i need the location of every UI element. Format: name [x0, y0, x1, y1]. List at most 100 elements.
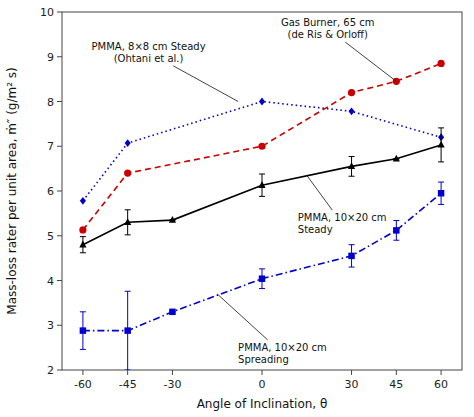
y-tick: [57, 146, 62, 147]
series: [80, 182, 445, 370]
annotation-connector: [217, 294, 267, 340]
error-bar-cap: [349, 176, 355, 177]
annotation-connector: [345, 42, 396, 81]
error-bar: [125, 291, 131, 370]
error-bar-cap: [80, 349, 86, 350]
annotation: PMMA, 8×8 cm Steady(Ohtani et al.): [92, 41, 206, 64]
x-tick: [441, 370, 442, 375]
point: [259, 98, 265, 106]
error-bar-cap: [259, 196, 265, 197]
point: [124, 327, 130, 333]
y-tick: [57, 12, 62, 13]
x-tick: [262, 370, 263, 375]
point: [79, 241, 86, 248]
y-tick: [57, 235, 62, 236]
series: [80, 98, 444, 205]
error-bar-cap: [438, 182, 444, 183]
y-axis-label: Mass-loss rater per unit area, ṁ″ (g/m² …: [5, 67, 19, 314]
series-line: [83, 102, 441, 201]
error-bar: [393, 221, 399, 241]
point: [169, 216, 176, 223]
point: [393, 227, 399, 233]
point: [79, 226, 86, 233]
annotation-line: (de Ris & Orloff): [287, 29, 367, 40]
point: [393, 155, 400, 162]
series-line: [83, 193, 441, 330]
x-tick-label: 45: [389, 378, 403, 391]
y-tick-label: 2: [47, 364, 54, 377]
x-tick-label: 0: [259, 378, 266, 391]
point: [348, 162, 355, 169]
error-bar-cap: [259, 268, 265, 269]
chart: -60-45-3003045602345678910Angle of Incli…: [0, 0, 474, 417]
point: [348, 253, 354, 259]
error-bar-cap: [393, 240, 399, 241]
annotation-connector: [307, 175, 333, 210]
point: [124, 170, 131, 177]
error-bar-cap: [80, 311, 86, 312]
x-tick: [82, 370, 83, 375]
y-tick-label: 7: [47, 140, 54, 153]
annotation-connector: [173, 66, 238, 102]
annotation: PMMA, 10×20 cmSpreading: [238, 342, 327, 365]
point: [169, 309, 175, 315]
error-bar-cap: [349, 267, 355, 268]
y-tick: [57, 325, 62, 326]
x-tick: [127, 370, 128, 375]
y-tick: [57, 370, 62, 371]
point: [348, 107, 354, 115]
plot-area: [79, 60, 444, 370]
series: [79, 60, 444, 234]
error-bar-cap: [349, 244, 355, 245]
x-axis-label: Angle of Inclination, θ: [197, 397, 328, 411]
point: [80, 327, 86, 333]
annotation-line: Steady: [298, 224, 333, 235]
error-bar-cap: [438, 127, 444, 128]
series-line: [83, 63, 441, 229]
y-tick-label: 5: [47, 230, 54, 243]
error-bar-cap: [125, 209, 131, 210]
x-tick-label: -30: [163, 378, 181, 391]
error-bar-cap: [259, 173, 265, 174]
annotation-line: Gas Burner, 65 cm: [281, 17, 375, 28]
point: [258, 143, 265, 150]
y-tick-label: 6: [47, 185, 54, 198]
error-bar-cap: [80, 236, 86, 237]
plot-frame: [62, 12, 462, 370]
y-tick-label: 3: [47, 319, 54, 332]
point: [259, 275, 265, 281]
point: [125, 139, 131, 147]
x-tick: [351, 370, 352, 375]
error-bar: [259, 174, 265, 196]
x-tick: [396, 370, 397, 375]
y-tick-label: 9: [47, 51, 54, 64]
x-tick-label: 30: [345, 378, 359, 391]
point: [438, 190, 444, 196]
y-tick: [57, 56, 62, 57]
point: [438, 60, 445, 67]
annotation-line: PMMA, 10×20 cm: [298, 212, 387, 223]
series-line: [83, 145, 441, 245]
error-bar-cap: [125, 234, 131, 235]
point: [258, 181, 265, 188]
annotation-line: PMMA, 10×20 cm: [238, 342, 327, 353]
x-tick: [172, 370, 173, 375]
y-tick-label: 10: [40, 6, 54, 19]
error-bar-cap: [80, 252, 86, 253]
error-bar: [125, 210, 131, 235]
error-bar-cap: [393, 220, 399, 221]
x-tick-label: -45: [119, 378, 137, 391]
point: [124, 218, 131, 225]
error-bar-cap: [438, 161, 444, 162]
error-bar: [259, 269, 265, 289]
annotation: Gas Burner, 65 cm(de Ris & Orloff): [281, 17, 375, 40]
y-tick: [57, 101, 62, 102]
point: [80, 197, 86, 205]
error-bar: [349, 157, 355, 177]
y-tick: [57, 191, 62, 192]
error-bar: [438, 128, 444, 162]
error-bar: [80, 237, 86, 253]
point: [348, 89, 355, 96]
annotation-line: Spreading: [238, 354, 289, 365]
error-bar-cap: [349, 156, 355, 157]
